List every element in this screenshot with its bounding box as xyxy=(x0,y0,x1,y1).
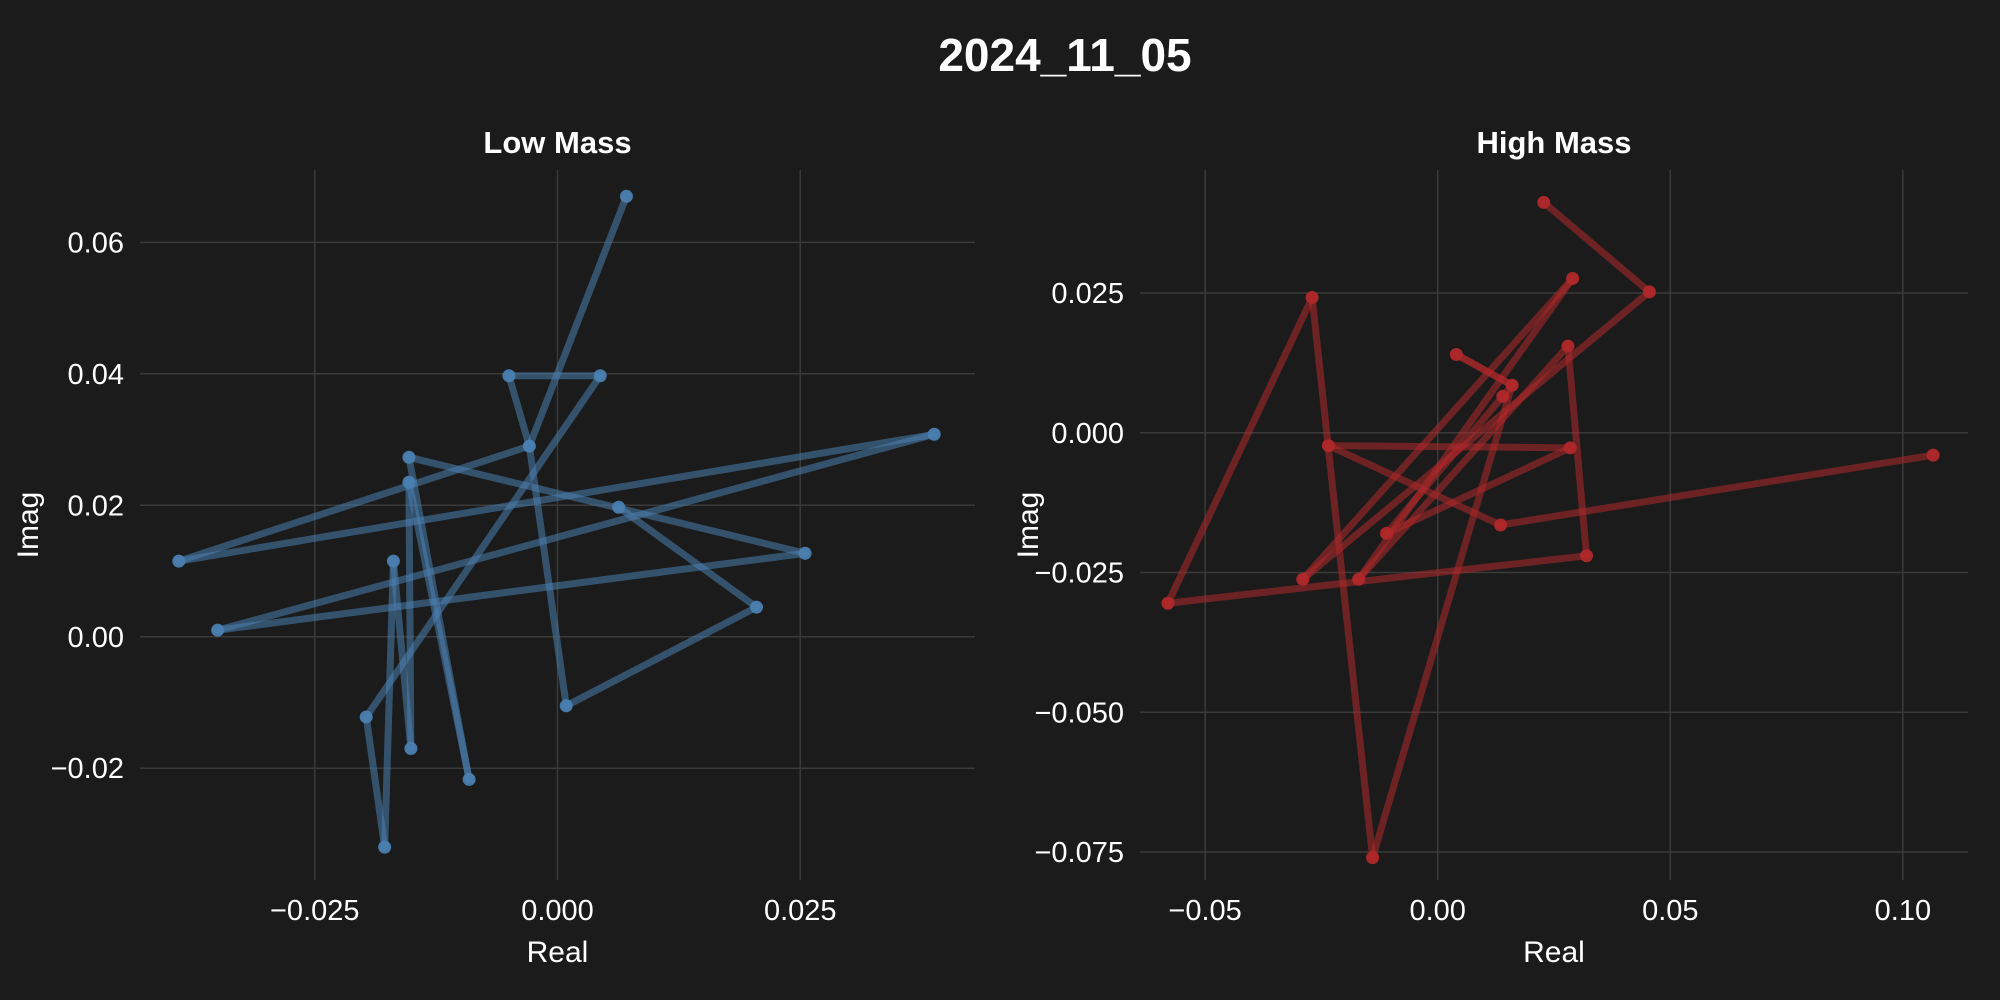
high-mass-path-segment xyxy=(1452,350,1516,389)
high-mass-y-axis-label: Imag xyxy=(1012,492,1045,559)
low-mass-data-point xyxy=(927,427,941,441)
low-mass-data-point xyxy=(559,699,573,713)
high-mass-path-segment xyxy=(1308,293,1377,862)
high-mass-path-segment xyxy=(1324,442,1574,452)
high-mass-x-axis-label: Real xyxy=(1523,936,1585,969)
high-mass-data-point xyxy=(1537,195,1551,209)
high-mass-path-segment xyxy=(1355,342,1572,583)
low-mass-data-point xyxy=(798,546,812,560)
high-mass-data-point xyxy=(1161,596,1175,610)
low-mass-path-segment xyxy=(405,478,415,753)
low-mass-data-point xyxy=(619,189,633,203)
high-mass-data-point xyxy=(1305,290,1319,304)
high-mass-data-point xyxy=(1505,378,1519,392)
low-mass-data-point xyxy=(404,742,418,756)
low-mass-y-tick-label: 0.04 xyxy=(68,359,124,391)
high-mass-data-point xyxy=(1321,439,1335,453)
high-mass-path-segment xyxy=(1497,451,1937,529)
high-mass-y-tick-label: −0.025 xyxy=(1034,558,1124,590)
high-mass-data-point xyxy=(1563,441,1577,455)
low-mass-data-point xyxy=(359,710,373,724)
high-mass-data-point xyxy=(1580,549,1594,563)
low-mass-data-point xyxy=(378,840,392,854)
high-mass-data-point xyxy=(1496,389,1510,403)
low-mass-y-tick-label: 0.06 xyxy=(68,227,124,259)
high-mass-data-point xyxy=(1366,851,1380,865)
low-mass-path-segment xyxy=(615,503,761,611)
high-mass-data-point xyxy=(1380,526,1394,540)
high-mass-x-tick-label: 0.00 xyxy=(1409,895,1465,927)
low-mass-path-segment xyxy=(381,557,397,851)
high-mass-y-tick-label: −0.050 xyxy=(1034,697,1124,729)
low-mass-path-segment xyxy=(175,430,938,565)
low-mass-data-point xyxy=(172,554,186,568)
low-mass-data-point xyxy=(522,439,536,453)
low-mass-x-tick-label: −0.025 xyxy=(270,895,360,927)
low-mass-path-segment xyxy=(562,603,761,710)
low-mass-path-segment xyxy=(525,192,630,450)
high-mass-path-segment xyxy=(1540,198,1653,296)
high-mass-x-tick-label: 0.10 xyxy=(1875,895,1931,927)
high-mass-panel: −0.05 0.00 0.05 0.10 −0.075 −0.050 −0.025 0.000… xyxy=(1012,125,1968,969)
high-mass-data-point xyxy=(1926,448,1940,462)
low-mass-data-point xyxy=(612,500,626,514)
low-mass-path-segment xyxy=(214,430,938,634)
low-mass-data-point xyxy=(402,475,416,489)
low-mass-data-point xyxy=(402,450,416,464)
high-mass-data-point xyxy=(1566,271,1580,285)
high-mass-data-point xyxy=(1642,285,1656,299)
low-mass-path-segment xyxy=(405,453,809,557)
low-mass-path-segment xyxy=(389,557,415,753)
low-mass-path-segment xyxy=(362,372,604,721)
high-mass-data-point xyxy=(1352,572,1366,586)
high-mass-path-segment xyxy=(1324,442,1505,529)
low-mass-data-point xyxy=(593,369,607,383)
high-mass-data-point xyxy=(1561,339,1575,353)
low-mass-data-point xyxy=(750,600,764,614)
high-mass-path-segment xyxy=(1383,381,1516,537)
low-mass-x-axis-label: Real xyxy=(527,936,589,969)
low-mass-path-segment xyxy=(505,372,533,450)
low-mass-path-segment xyxy=(525,442,570,710)
low-mass-y-tick-label: −0.02 xyxy=(51,753,124,785)
high-mass-path-segment xyxy=(1299,274,1577,583)
high-mass-y-tick-label: −0.075 xyxy=(1034,837,1124,869)
high-mass-path-segment xyxy=(1383,444,1574,537)
high-mass-x-tick-label: 0.05 xyxy=(1642,895,1698,927)
low-mass-panel: −0.025 0.000 0.025 −0.02 0.00 0.02 0.04 0.06 Low… xyxy=(12,125,975,969)
low-mass-data-point xyxy=(211,623,225,637)
high-mass-data-point xyxy=(1494,518,1508,532)
high-mass-path-segment xyxy=(1369,381,1516,862)
low-mass-path-segment xyxy=(362,713,389,851)
high-mass-path-segment xyxy=(1299,288,1653,583)
low-mass-x-tick-label: 0.000 xyxy=(521,895,594,927)
high-mass-path-segment xyxy=(1564,342,1591,560)
low-mass-y-tick-label: 0.02 xyxy=(68,490,124,522)
low-mass-y-tick-label: 0.00 xyxy=(68,622,124,654)
low-mass-data-point xyxy=(386,554,400,568)
high-mass-data-point xyxy=(1296,572,1310,586)
high-mass-data-point xyxy=(1449,347,1463,361)
high-mass-title: High Mass xyxy=(1476,125,1631,160)
high-mass-x-tick-label: −0.05 xyxy=(1168,895,1241,927)
low-mass-title: Low Mass xyxy=(483,125,631,160)
high-mass-path-segment xyxy=(1164,552,1591,607)
low-mass-x-tick-label: 0.025 xyxy=(764,895,837,927)
low-mass-path-segment xyxy=(214,549,809,634)
low-mass-path-segment xyxy=(175,442,533,565)
low-mass-y-axis-label: Imag xyxy=(12,492,45,559)
low-mass-path-segment xyxy=(405,478,473,783)
high-mass-y-tick-label: 0.000 xyxy=(1051,418,1124,450)
high-mass-y-tick-label: 0.025 xyxy=(1051,278,1124,310)
high-mass-path-segment xyxy=(1164,293,1316,607)
low-mass-data-point xyxy=(502,369,516,383)
figure-title: 2024_11_05 xyxy=(938,29,1192,81)
low-mass-data-point xyxy=(462,772,476,786)
